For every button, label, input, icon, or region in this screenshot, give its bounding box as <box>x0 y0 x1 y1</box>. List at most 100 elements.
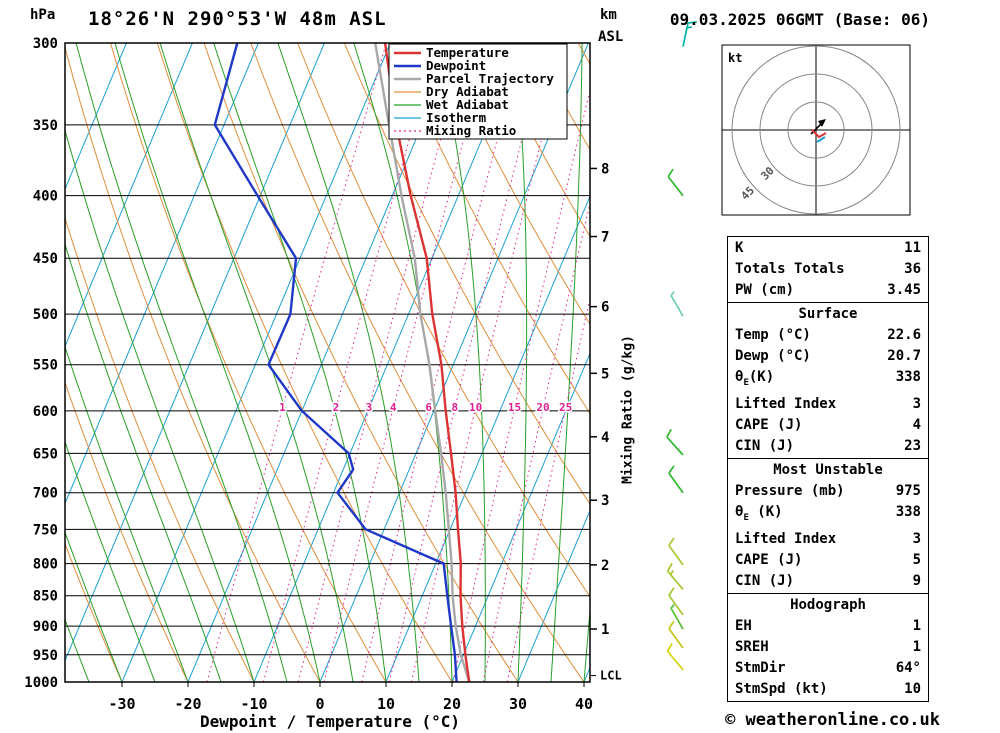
table-section-header: Surface <box>798 306 858 322</box>
asl-axis-label: ASL <box>598 29 624 45</box>
dry-adiabat-line <box>390 43 590 415</box>
isotherm-line <box>385 194 590 682</box>
wind-barb <box>668 620 684 649</box>
isotherm-line <box>253 43 523 682</box>
table-section: Most Unstable Pressure (mb) 975 θE (K) 338 Li… <box>728 457 928 593</box>
mixing-ratio-axis-label: Mixing Ratio (g/kg) <box>620 335 636 484</box>
km-axis-label: km <box>600 7 617 23</box>
legend-label: Dry Adiabat <box>426 84 509 99</box>
wet-adiabat-line <box>65 345 189 682</box>
wind-barb <box>670 603 684 630</box>
table-row-label: Lifted Index <box>735 530 837 547</box>
wind-barb <box>668 465 684 494</box>
table-row-value: 36 <box>904 261 921 277</box>
pressure-tick-label: 750 <box>33 522 58 538</box>
table-row: EH 1 <box>728 616 928 637</box>
mixing-ratio-line <box>482 201 590 682</box>
isotherm-line <box>121 43 391 682</box>
hodograph-unit-label: kt <box>728 51 742 65</box>
wind-barb <box>682 20 698 47</box>
stats-table: K 11 Totals Totals 36 PW (cm) 3.45 Surface Temp… <box>727 236 929 702</box>
mixing-ratio-value: 10 <box>469 401 482 414</box>
table-row: CAPE (J) 4 <box>728 415 928 436</box>
legend-label: Parcel Trajectory <box>426 71 554 86</box>
hodograph-ring <box>731 45 901 215</box>
table-section: Hodograph EH 1 SREH 1 StmDir 64° StmSpd (kt) 10 <box>728 592 928 701</box>
mixing-ratio-value: 25 <box>559 401 572 414</box>
table-section-header: Hodograph <box>790 596 866 613</box>
table-row: StmSpd (kt) 10 <box>728 679 928 700</box>
table-row-label: CIN (J) <box>735 437 795 454</box>
table-row-value: 3 <box>912 530 921 547</box>
wind-barb <box>668 537 684 566</box>
table-row-value: 338 <box>895 503 921 520</box>
mixing-ratio-value: 6 <box>425 401 432 414</box>
date-title: 09.03.2025 06GMT (Base: 06) <box>669 10 930 29</box>
wind-barb <box>666 562 684 591</box>
hodograph-trace-low <box>811 129 827 139</box>
dry-adiabat-line <box>437 43 590 326</box>
wind-barb <box>670 291 684 317</box>
temp-tick-label: -30 <box>108 695 135 713</box>
table-row-label: EH <box>735 617 752 634</box>
table-row: Totals Totals 36 <box>728 259 928 280</box>
table-row-value: 1 <box>912 638 921 655</box>
mixing-ratio-value: 8 <box>452 401 459 414</box>
legend-label: Dewpoint <box>426 58 486 73</box>
table-row-value: 5 <box>912 551 921 568</box>
table-row-label: StmSpd (kt) <box>735 680 828 697</box>
plot-frame <box>64 42 591 683</box>
table-row-label: Pressure (mb) <box>735 482 845 499</box>
km-tick-label: 4 <box>601 430 609 446</box>
wind-barb <box>666 643 684 671</box>
table-row-label: Totals Totals <box>735 261 845 277</box>
isotherm-line <box>65 43 259 505</box>
wet-adiabat-line <box>75 43 288 682</box>
table-row-value: 3.45 <box>887 282 921 298</box>
mixing-ratio-value: 20 <box>536 401 549 414</box>
wet-adiabat-line <box>65 440 156 682</box>
table-row-value: 64° <box>895 659 921 676</box>
km-tick-label: 8 <box>601 161 609 177</box>
table-row: Temp (°C) 22.6 <box>728 325 928 346</box>
pressure-unit-label: hPa <box>30 7 56 23</box>
wet-adiabat-line <box>114 43 321 682</box>
chart-background <box>65 43 590 682</box>
km-tick-label: 2 <box>601 558 609 574</box>
pressure-tick-label: 950 <box>33 648 58 664</box>
temp-tick-label: 0 <box>315 695 324 713</box>
pressure-tick-label: 500 <box>33 307 58 323</box>
dry-adiabat-line <box>65 542 123 682</box>
table-row-value: 3 <box>912 395 921 412</box>
series-parcel-trajectory <box>374 43 471 682</box>
chart-title: 18°26'N 290°53'W 48m ASL <box>88 8 387 30</box>
table-row-label: CIN (J) <box>735 572 795 589</box>
lcl-label: LCL <box>600 669 622 683</box>
legend-label: Wet Adiabat <box>426 97 509 112</box>
pressure-tick-label: 450 <box>33 251 58 267</box>
copyright: © weatheronline.co.uk <box>725 710 940 730</box>
isotherm-line <box>65 43 127 191</box>
dry-adiabat-line <box>65 380 189 682</box>
table-row-label: θE (K) <box>735 503 783 523</box>
table-row: Pressure (mb) 975 <box>728 481 928 502</box>
km-tick-label: 7 <box>601 230 609 246</box>
table-row-label: PW (cm) <box>735 282 795 298</box>
subscript: E <box>743 512 749 523</box>
isotherm-line <box>451 352 590 682</box>
table-row-label: K <box>735 240 744 256</box>
dry-adiabat-line <box>484 43 590 238</box>
table-row-value: 10 <box>904 680 921 697</box>
x-axis-label: Dewpoint / Temperature (°C) <box>199 712 461 731</box>
mixing-ratio-value: 3 <box>366 401 373 414</box>
temp-tick-label: 20 <box>443 695 461 713</box>
mixing-ratio-value: 1 <box>279 401 286 414</box>
pressure-tick-label: 550 <box>33 358 58 374</box>
table-row-label: Dewp (°C) <box>735 348 811 364</box>
table-row-value: 11 <box>904 240 921 256</box>
table-row: StmDir 64° <box>728 658 928 679</box>
isotherm-line <box>65 43 325 662</box>
table-row-value: 338 <box>895 369 921 385</box>
